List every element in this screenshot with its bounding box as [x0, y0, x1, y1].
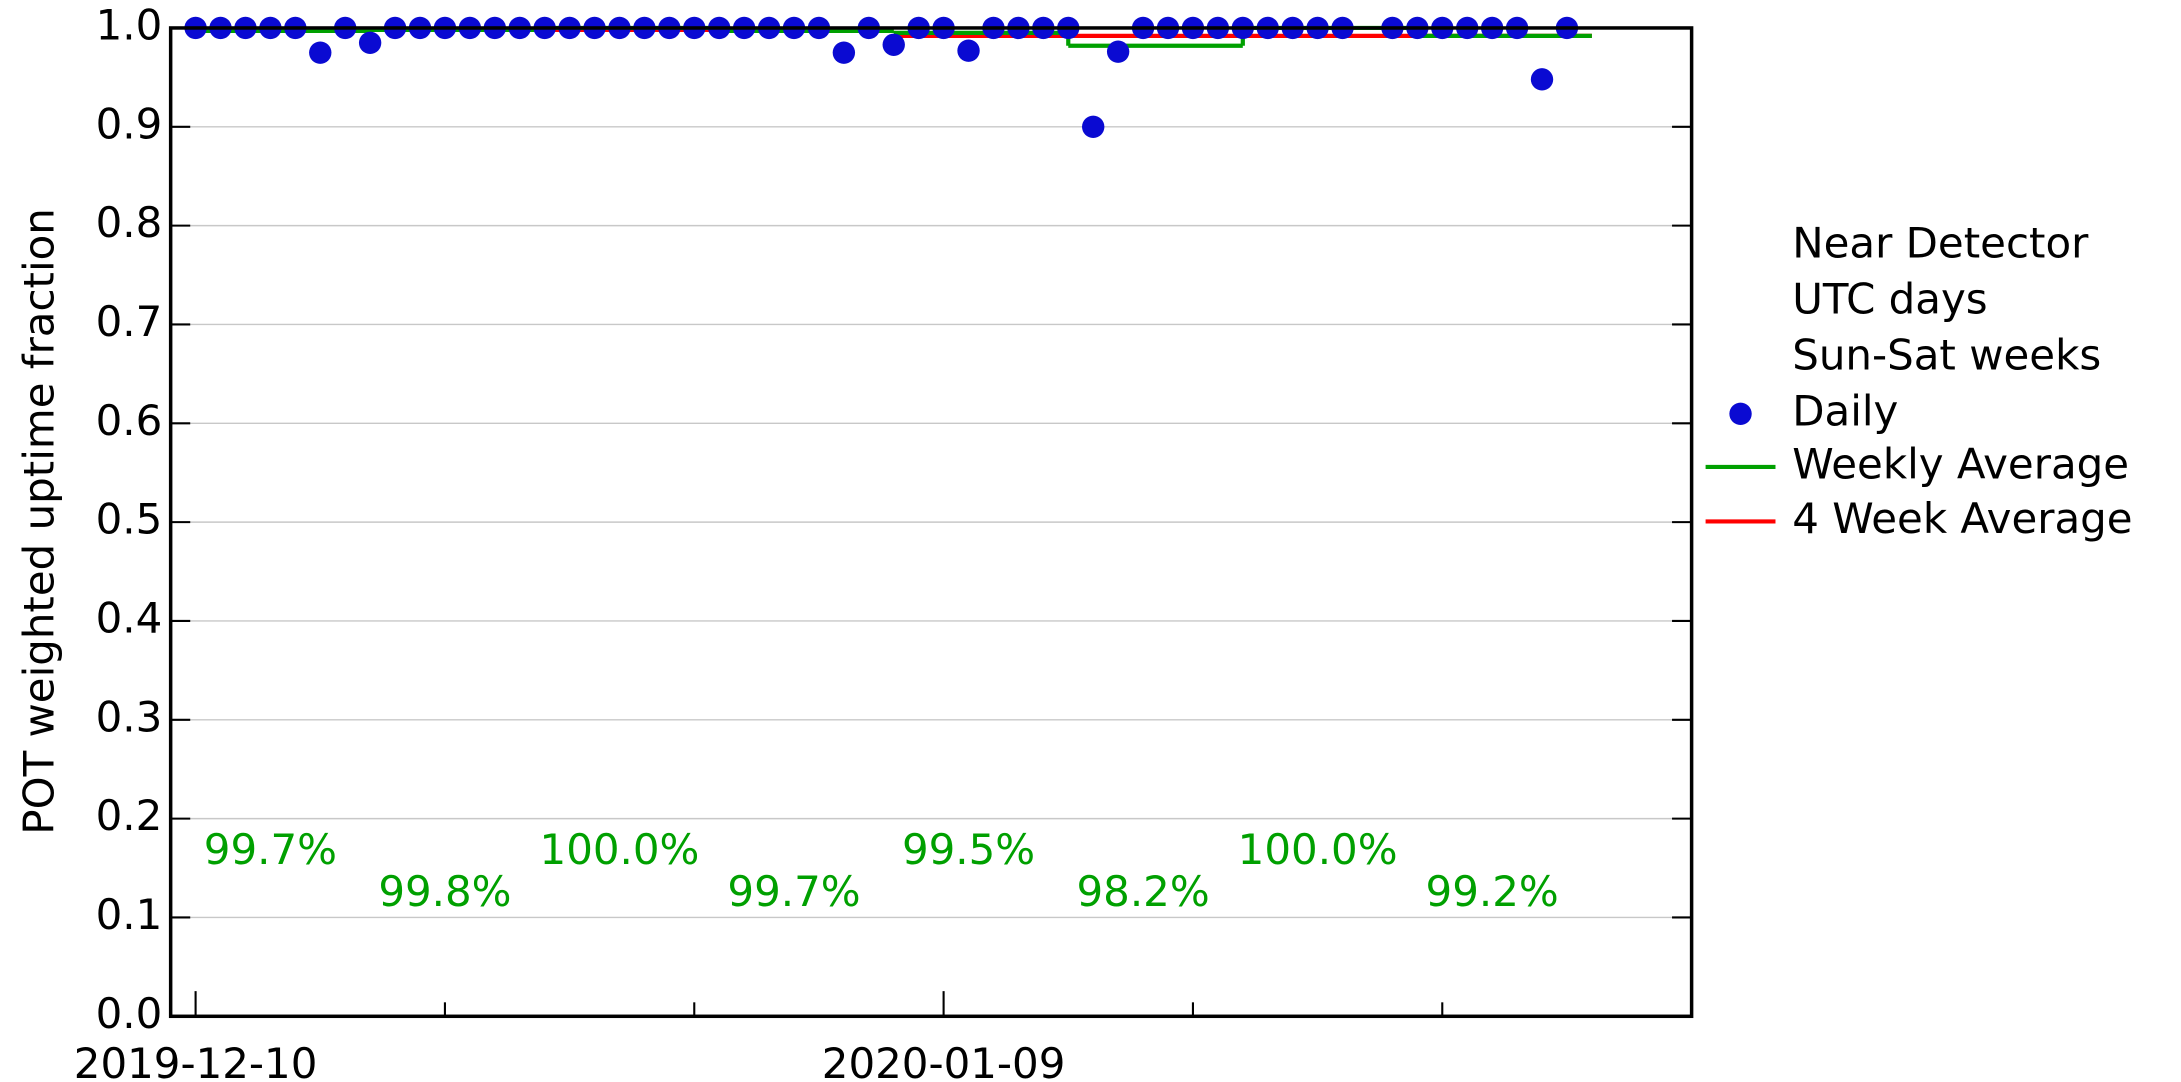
legend-label: Daily — [1792, 386, 1898, 435]
legend-note: Near Detector — [1792, 219, 2089, 268]
x-tick-label: 2019-12-10 — [74, 1039, 318, 1082]
daily-point — [957, 39, 980, 62]
legend-label: 4 Week Average — [1792, 494, 2132, 543]
weekly-label: 99.7% — [727, 867, 860, 916]
y-tick-label: 0.0 — [96, 989, 163, 1038]
daily-point — [309, 41, 332, 64]
y-tick-label: 0.9 — [96, 99, 163, 148]
y-tick-label: 0.1 — [96, 890, 163, 939]
daily-point — [832, 41, 856, 64]
daily-point — [1106, 40, 1130, 63]
weekly-label: 99.5% — [902, 825, 1035, 874]
weekly-label: 99.7% — [204, 825, 337, 874]
y-tick-label: 0.8 — [96, 198, 163, 247]
daily-point — [1082, 115, 1105, 138]
y-axis-label: POT weighted uptime fraction — [15, 208, 64, 835]
legend-note: UTC days — [1792, 274, 1987, 323]
legend-note: Sun-Sat weeks — [1792, 330, 2101, 379]
weekly-label: 100.0% — [1238, 825, 1398, 874]
daily-point — [882, 33, 905, 56]
y-tick-label: 0.2 — [96, 791, 163, 840]
daily-point — [358, 31, 382, 54]
weekly-label: 100.0% — [540, 825, 700, 874]
y-tick-label: 1.0 — [96, 0, 163, 49]
weekly-label: 99.8% — [378, 867, 511, 916]
weekly-label: 98.2% — [1076, 867, 1209, 916]
y-tick-label: 0.5 — [96, 495, 163, 544]
y-tick-label: 0.6 — [96, 396, 163, 445]
legend-marker — [1729, 402, 1752, 425]
weekly-label: 99.2% — [1426, 867, 1559, 916]
y-tick-label: 0.3 — [96, 692, 163, 741]
plot-frame — [168, 26, 1694, 1019]
y-tick-label: 0.7 — [96, 297, 163, 346]
x-tick-label: 2020-01-09 — [822, 1039, 1066, 1082]
daily-point — [1530, 68, 1554, 91]
legend-label: Weekly Average — [1792, 439, 2129, 488]
y-tick-label: 0.4 — [96, 593, 163, 642]
